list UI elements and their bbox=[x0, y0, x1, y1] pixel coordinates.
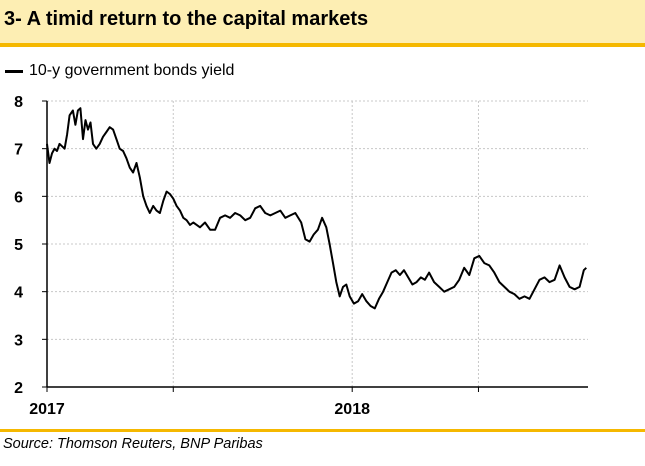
y-tick-label: 6 bbox=[14, 189, 23, 206]
legend: 10-y government bonds yield bbox=[5, 60, 234, 82]
source-note: Source: Thomson Reuters, BNP Paribas bbox=[3, 436, 263, 452]
x-tick-label: 2018 bbox=[334, 401, 370, 418]
line-chart: 2 3 4 5 6 7 8 2017 2018 bbox=[14, 94, 588, 418]
footer-rule bbox=[0, 429, 645, 432]
x-tick-label: 2017 bbox=[29, 401, 65, 418]
y-tick-label: 3 bbox=[14, 332, 23, 349]
series-line bbox=[46, 107, 587, 310]
y-tick-label: 7 bbox=[14, 142, 23, 159]
title-underline bbox=[0, 43, 645, 47]
title-bar: 3- A timid return to the capital markets bbox=[0, 0, 645, 47]
chart-title: 3- A timid return to the capital markets bbox=[4, 8, 369, 30]
y-tick-label: 2 bbox=[14, 380, 23, 397]
y-tick-label: 8 bbox=[14, 94, 23, 111]
y-tick-label: 4 bbox=[14, 285, 23, 302]
y-tick-label: 5 bbox=[14, 237, 23, 254]
legend-swatch bbox=[5, 69, 23, 73]
legend-label: 10-y government bonds yield bbox=[29, 62, 235, 79]
